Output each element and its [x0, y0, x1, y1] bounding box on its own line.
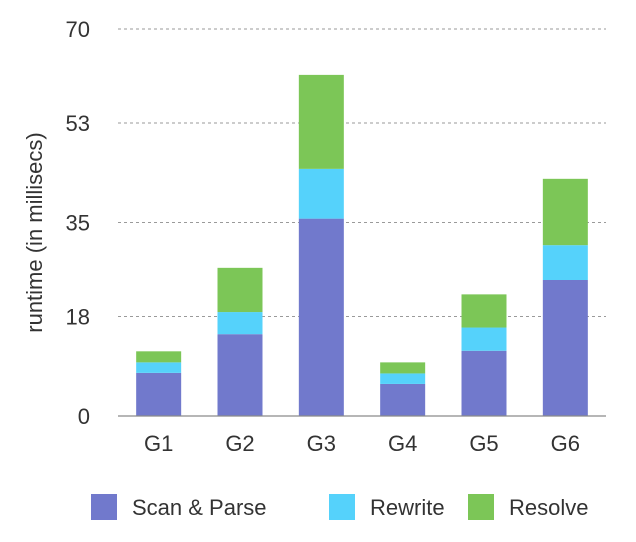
bar-segment-resolve — [380, 362, 426, 374]
y-tick-label: 18 — [66, 304, 90, 329]
bar-segment-scan-parse — [380, 383, 426, 416]
legend-item: Resolve — [468, 494, 588, 520]
y-tick-label: 0 — [78, 404, 90, 429]
x-tick-label: G2 — [225, 431, 254, 456]
gridlines — [118, 28, 606, 317]
bars — [136, 74, 588, 416]
y-axis-title: runtime (in millisecs) — [22, 132, 47, 332]
bar-segment-resolve — [542, 178, 588, 246]
bar-segment-rewrite — [217, 312, 263, 335]
bar-segment-rewrite — [542, 245, 588, 280]
bar-segment-rewrite — [380, 373, 426, 384]
bar-segment-resolve — [461, 294, 507, 328]
bar-segment-scan-parse — [461, 350, 507, 416]
bar-segment-resolve — [136, 351, 182, 363]
x-tick-label: G4 — [388, 431, 417, 456]
bar-segment-resolve — [298, 74, 344, 169]
legend-swatch — [329, 494, 355, 520]
legend-label: Scan & Parse — [132, 495, 267, 520]
bar-segment-scan-parse — [542, 279, 588, 416]
legend-swatch — [91, 494, 117, 520]
x-tick-label: G6 — [551, 431, 580, 456]
y-tick-label: 70 — [66, 17, 90, 42]
y-tick-label: 35 — [66, 211, 90, 236]
y-tick-label: 53 — [66, 111, 90, 136]
legend-label: Resolve — [509, 495, 588, 520]
bar-segment-rewrite — [298, 168, 344, 219]
bar-segment-rewrite — [136, 362, 182, 373]
legend-swatch — [468, 494, 494, 520]
bar-segment-scan-parse — [298, 218, 344, 416]
x-tick-label: G5 — [469, 431, 498, 456]
legend-item: Scan & Parse — [91, 494, 267, 520]
x-tick-label: G3 — [307, 431, 336, 456]
legend-item: Rewrite — [329, 494, 445, 520]
legend-label: Rewrite — [370, 495, 445, 520]
bar-segment-scan-parse — [136, 372, 182, 416]
bar-segment-rewrite — [461, 327, 507, 351]
bar-segment-scan-parse — [217, 334, 263, 416]
x-axis-ticks: G1 G2 G3 G4 G5 G6 — [144, 431, 580, 456]
legend: Scan & Parse Rewrite Resolve — [91, 494, 588, 520]
y-axis-ticks: 0 18 35 53 70 — [66, 17, 90, 429]
bar-segment-resolve — [217, 267, 263, 313]
x-tick-label: G1 — [144, 431, 173, 456]
